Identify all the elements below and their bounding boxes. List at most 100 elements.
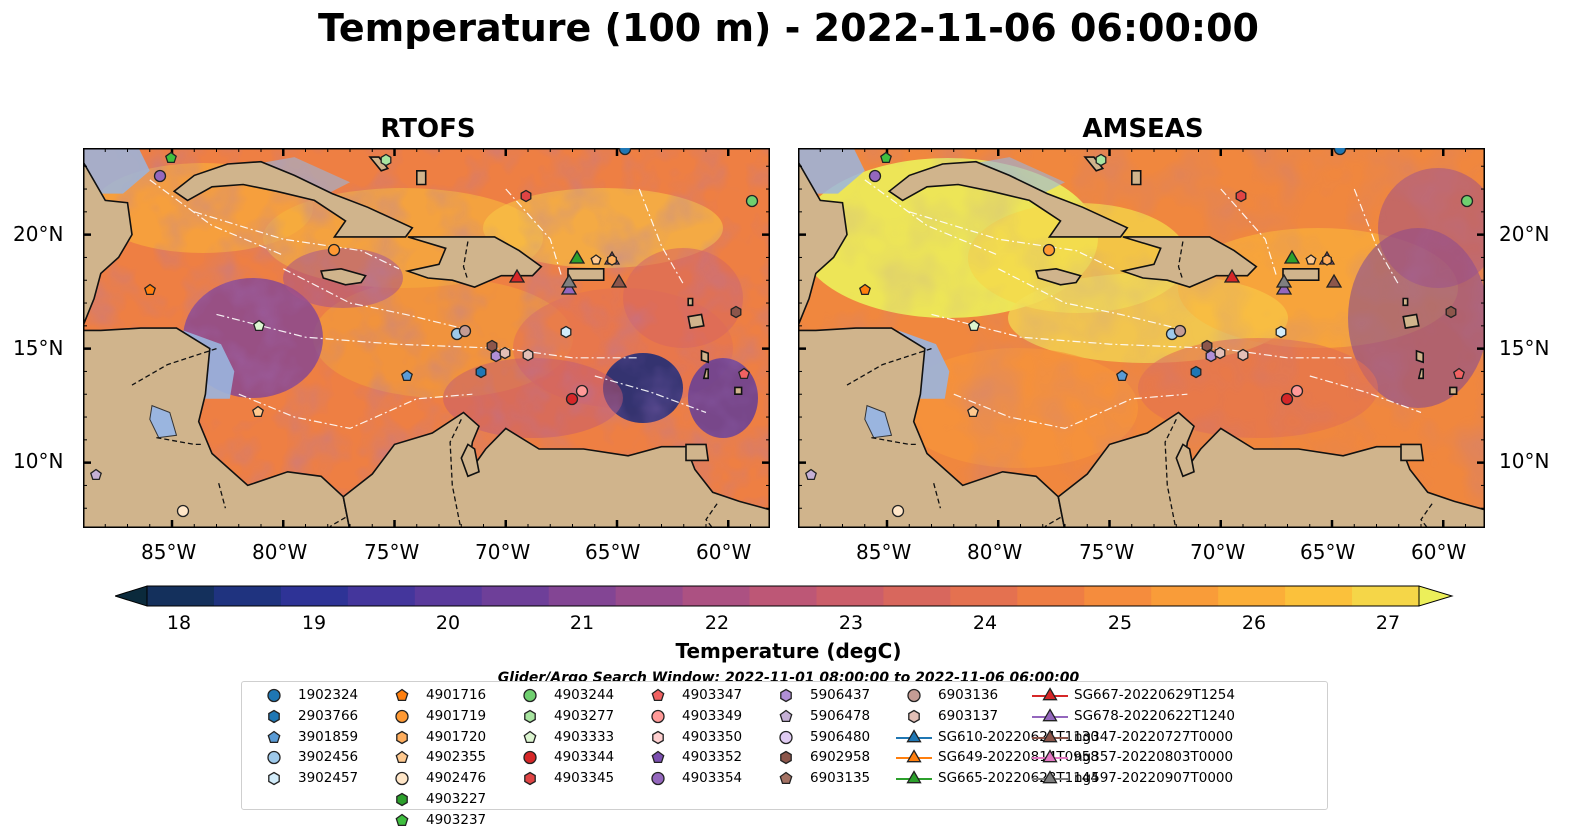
lon-tick-label: 80°W xyxy=(252,540,308,564)
legend-label: ng347-20220727T0000 xyxy=(1074,728,1234,745)
legend-float-marker xyxy=(395,772,409,786)
legend-float-marker xyxy=(396,792,408,807)
lon-tick-label: 65°W xyxy=(1300,540,1356,564)
land-yucatan xyxy=(83,160,133,327)
land-trinidad xyxy=(1400,443,1425,462)
legend-label: 4903344 xyxy=(554,749,615,766)
colorbar-segment xyxy=(280,586,349,606)
float-marker-6903137 xyxy=(1237,348,1249,362)
pentagon-marker-icon xyxy=(395,751,409,764)
legend-glider-marker xyxy=(1042,770,1058,784)
colorbar-tick: 20 xyxy=(435,612,461,634)
legend-label: SG667-20220629T1254 xyxy=(1074,687,1235,703)
triangle-marker-icon xyxy=(896,770,932,784)
float-marker-6903137 xyxy=(499,346,511,360)
float-marker-3902457 xyxy=(1275,325,1287,339)
colorbar-tick: 25 xyxy=(1107,612,1133,634)
land-guad xyxy=(1402,313,1420,330)
legend-float-marker xyxy=(780,688,792,703)
float-marker-4903237 xyxy=(880,151,892,164)
float-marker-4902355 xyxy=(967,405,979,418)
float-marker-6902958 xyxy=(730,305,742,319)
glider-marker-SG667-20220629T1254 xyxy=(1223,268,1241,283)
float-marker-4901716 xyxy=(144,283,156,296)
lon-tick-label: 85°W xyxy=(856,540,912,564)
legend-label: 4903349 xyxy=(682,707,743,724)
float-marker-4903345 xyxy=(520,189,532,203)
hexagon-marker-icon xyxy=(780,751,792,765)
legend-label: 4903350 xyxy=(682,728,743,745)
colorbar-max-arrow xyxy=(1418,585,1454,607)
lon-tick-label: 70°W xyxy=(475,540,531,564)
legend-float-marker xyxy=(524,709,536,724)
colorbar-tick: 22 xyxy=(704,612,730,634)
land-cuba xyxy=(887,160,1129,238)
legend-glider-marker xyxy=(906,749,922,763)
float-marker-4901716 xyxy=(859,283,871,296)
legend-float-marker xyxy=(780,751,792,765)
legend-float-marker xyxy=(651,772,665,786)
float-marker-4901720 xyxy=(607,254,617,266)
colorbar-segment xyxy=(1285,586,1353,606)
float-marker-4901719 xyxy=(1042,243,1056,257)
triangle-marker-icon xyxy=(1032,749,1068,763)
land-mart xyxy=(1415,349,1424,364)
legend-label: 4903347 xyxy=(682,687,743,703)
legend-float-marker xyxy=(523,688,537,703)
legend-label: 4903354 xyxy=(682,770,743,787)
float-marker-4903344 xyxy=(1280,392,1294,406)
float-marker-4903277 xyxy=(380,153,392,167)
legend-label: ng597-20220907T0000 xyxy=(1074,770,1234,787)
colorbar-tick: 23 xyxy=(838,612,864,634)
map-frame xyxy=(798,148,1485,528)
circle-marker-icon xyxy=(267,751,281,765)
legend-label: 4901716 xyxy=(426,687,487,703)
colorbar-tick: 27 xyxy=(1375,612,1401,634)
float-marker-4903349 xyxy=(1290,384,1304,398)
legend-label: SG665-20220623T1144 xyxy=(938,770,1099,787)
circle-marker-icon xyxy=(651,772,665,786)
legend-float-marker xyxy=(907,688,921,703)
legend: 1902324 2903766 3901859 3902456 3902457 49017… xyxy=(241,681,1328,828)
legend-label: 5906480 xyxy=(810,728,871,745)
float-marker-5906478 xyxy=(90,468,102,481)
colorbar-tick: 18 xyxy=(166,612,192,634)
glider-marker-SG678-20220622T1240 xyxy=(1275,280,1293,295)
float-marker-4903345 xyxy=(1235,189,1247,203)
circle-marker-icon xyxy=(395,709,409,723)
float-marker-5906437 xyxy=(1205,349,1217,363)
lon-tick-label: 75°W xyxy=(1079,540,1135,564)
legend-label: SG610-20220621T1130 xyxy=(938,728,1099,745)
land-hispaniola xyxy=(1119,236,1258,288)
map-panel-rtofs xyxy=(83,148,770,528)
land-guad xyxy=(687,313,705,330)
hexagon-marker-icon xyxy=(652,730,664,744)
legend-label: 3901859 xyxy=(298,728,359,745)
legend-float-marker xyxy=(652,730,664,744)
legend-label: 4903277 xyxy=(554,707,615,724)
legend-float-marker xyxy=(268,709,280,724)
legend-label: 5906478 xyxy=(810,707,871,724)
float-marker-4902355 xyxy=(1305,254,1317,265)
legend-glider-marker xyxy=(1042,687,1058,701)
land-bahamas2 xyxy=(368,156,390,172)
land-lucia xyxy=(1417,368,1424,380)
legend-float-marker xyxy=(267,730,281,743)
legend-glider-marker xyxy=(906,728,922,742)
lon-tick-label: 80°W xyxy=(967,540,1023,564)
land-yucatan xyxy=(798,160,848,327)
float-marker-6903136 xyxy=(1173,324,1187,338)
lat-tick-label: 20°N xyxy=(13,222,64,246)
colorbar-segment xyxy=(414,586,483,606)
land-lucia xyxy=(702,368,709,380)
circle-marker-icon xyxy=(651,709,665,723)
land-barb xyxy=(1449,386,1458,395)
lon-tick-label: 75°W xyxy=(364,540,420,564)
hexagon-marker-icon xyxy=(780,688,792,703)
glider-marker-SG667-20220629T1254 xyxy=(508,268,526,283)
circle-marker-icon xyxy=(267,688,281,703)
colorbar-segment xyxy=(213,586,282,606)
panel-title-amseas: AMSEAS xyxy=(1082,114,1204,144)
float-marker-3901859 xyxy=(401,369,413,382)
legend-label: SG678-20220622T1240 xyxy=(1074,707,1235,724)
